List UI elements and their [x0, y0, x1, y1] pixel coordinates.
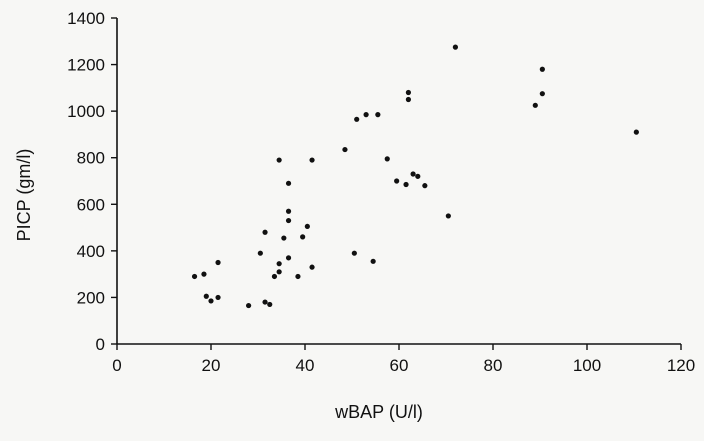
data-point — [342, 146, 348, 153]
data-points — [191, 44, 639, 309]
data-point — [309, 264, 315, 270]
data-point — [539, 66, 545, 72]
data-point — [375, 112, 381, 118]
x-tick-label: 80 — [484, 356, 503, 375]
y-tick-label: 1400 — [67, 9, 105, 28]
data-point — [203, 293, 209, 299]
data-point — [452, 44, 458, 50]
data-point — [405, 96, 411, 103]
data-point — [532, 102, 538, 108]
y-tick-label: 1000 — [67, 102, 105, 121]
data-point — [295, 273, 301, 280]
data-point — [267, 301, 273, 308]
data-point — [201, 271, 207, 277]
x-tick-label: 100 — [573, 356, 601, 375]
data-point — [304, 223, 310, 230]
data-point — [309, 157, 315, 163]
x-tick-label: 20 — [202, 356, 221, 375]
data-point — [633, 129, 639, 135]
data-point — [262, 229, 268, 235]
data-point — [285, 217, 292, 224]
data-point — [285, 180, 292, 186]
data-point — [422, 183, 428, 189]
data-point — [415, 173, 421, 179]
data-point — [370, 258, 376, 264]
y-tick-label: 600 — [77, 195, 105, 214]
y-tick-label: 0 — [96, 335, 105, 354]
data-point — [445, 213, 451, 219]
y-tick-label: 800 — [77, 149, 105, 168]
data-point — [285, 208, 292, 214]
y-axis-label: PICP (gm/l) — [14, 149, 34, 242]
y-tick-label: 200 — [77, 288, 105, 307]
data-point — [539, 91, 545, 97]
data-point — [351, 250, 357, 256]
data-point — [246, 302, 252, 309]
data-point — [276, 157, 282, 163]
data-point — [191, 273, 198, 280]
data-point — [262, 299, 268, 305]
data-point — [276, 269, 282, 275]
data-point — [384, 156, 390, 162]
data-point — [271, 273, 278, 280]
data-point — [257, 250, 263, 256]
x-tick-label: 60 — [390, 356, 409, 375]
data-point — [394, 178, 400, 184]
data-point — [276, 261, 282, 267]
x-tick-label: 0 — [112, 356, 121, 375]
data-point — [410, 171, 416, 177]
data-point — [208, 298, 214, 304]
y-tick-label: 1200 — [67, 56, 105, 75]
ticks: 0 200 400 600 800 1000 1200 1400 0 20 40 60 80 100 120 — [67, 9, 695, 375]
data-point — [285, 255, 292, 261]
data-point — [215, 259, 221, 266]
x-axis-label: wBAP (U/l) — [334, 402, 423, 422]
x-tick-label: 120 — [667, 356, 695, 375]
y-tick-label: 400 — [77, 242, 105, 261]
data-point — [403, 181, 409, 188]
data-point — [354, 116, 360, 122]
data-point — [300, 234, 306, 240]
data-point — [405, 89, 411, 96]
x-tick-label: 40 — [296, 356, 315, 375]
data-point — [281, 235, 287, 241]
data-point — [215, 294, 221, 301]
data-point — [363, 112, 369, 118]
